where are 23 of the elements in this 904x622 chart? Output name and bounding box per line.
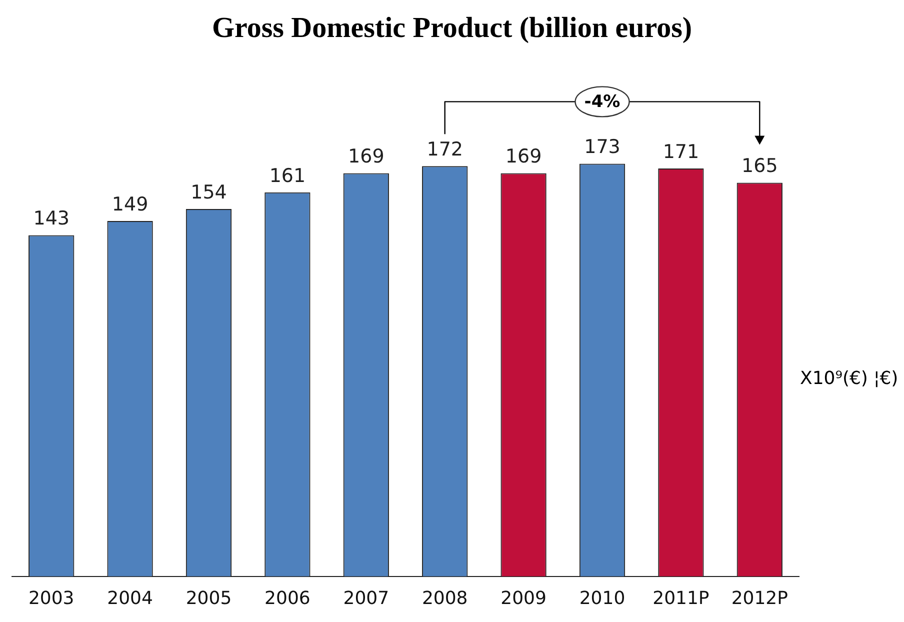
data-label: 171 bbox=[662, 140, 700, 163]
x-tick-label: 2006 bbox=[264, 588, 310, 609]
x-tick-label: 2008 bbox=[422, 588, 468, 609]
x-tick-label: 2012P bbox=[731, 588, 788, 609]
data-label: 173 bbox=[584, 136, 620, 158]
data-label: 169 bbox=[348, 146, 384, 168]
x-tick-label: 2011P bbox=[652, 588, 710, 609]
data-label: 143 bbox=[33, 208, 70, 230]
data-label: 149 bbox=[112, 193, 148, 216]
x-tick-label: 2009 bbox=[500, 588, 546, 609]
data-label: 172 bbox=[426, 138, 463, 161]
x-tick-label: 2007 bbox=[343, 588, 390, 609]
x-tick-label: 2005 bbox=[186, 588, 232, 609]
data-label: 154 bbox=[190, 181, 227, 204]
data-label: 165 bbox=[742, 155, 778, 178]
chart-title: Gross Domestic Product (billion euros) bbox=[210, 12, 694, 45]
x-tick-label: 2003 bbox=[28, 588, 74, 609]
data-label: 161 bbox=[269, 164, 306, 187]
text: X10⁹(€) ¦€) bbox=[800, 368, 898, 389]
text: -4% bbox=[584, 92, 620, 112]
data-label: 169 bbox=[505, 146, 542, 168]
x-tick-label: 2004 bbox=[107, 588, 153, 609]
x-tick-label: 2010 bbox=[579, 588, 626, 609]
